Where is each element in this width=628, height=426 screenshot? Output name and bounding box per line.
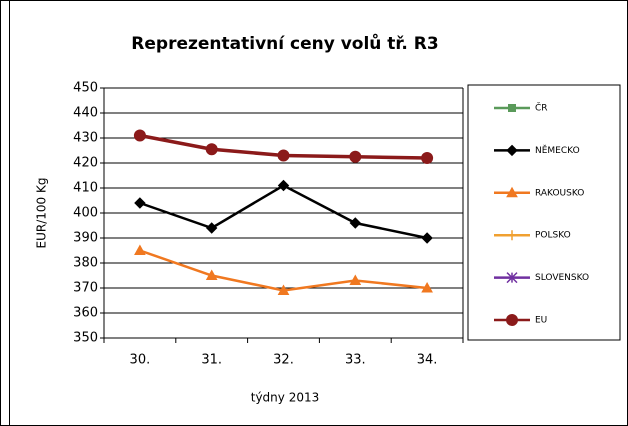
marker [421, 152, 434, 164]
marker [205, 269, 218, 280]
x-tick-label: 34. [417, 353, 438, 368]
y-axis-label: EUR/100 Kg [35, 178, 49, 249]
marker [277, 284, 290, 295]
marker [506, 314, 518, 326]
chart-title: Reprezentativní ceny volů tř. R3 [131, 32, 438, 54]
marker [506, 272, 518, 284]
marker [134, 244, 146, 255]
marker [134, 197, 146, 209]
x-tick-label: 31. [201, 353, 222, 368]
y-tick-label: 430 [73, 131, 98, 146]
marker [133, 129, 146, 142]
x-tick-label: 32. [273, 353, 294, 368]
legend-box [467, 84, 621, 341]
y-tick-label: 360 [73, 306, 98, 321]
x-axis-label: týdny 2013 [251, 391, 319, 405]
y-tick-label: 400 [73, 206, 98, 221]
marker [277, 179, 290, 192]
marker [277, 149, 290, 162]
legend-label: NĚMECKO [535, 144, 580, 156]
y-tick-label: 420 [73, 156, 98, 171]
marker [349, 150, 362, 163]
marker [205, 143, 218, 156]
legend-label: POLSKO [535, 231, 571, 241]
marker [349, 217, 362, 229]
legend-label: ČR [535, 102, 548, 114]
y-tick-label: 350 [73, 331, 98, 346]
y-tick-label: 380 [73, 256, 98, 271]
x-tick-label: 33. [345, 353, 366, 368]
marker [508, 104, 516, 112]
y-tick-label: 440 [73, 106, 98, 121]
y-tick-label: 390 [73, 231, 98, 246]
legend-label: RAKOUSKO [535, 188, 584, 198]
marker [421, 281, 433, 293]
marker [506, 186, 518, 198]
marker [205, 222, 218, 234]
marker [506, 144, 518, 157]
marker [349, 274, 362, 285]
y-tick-label: 370 [73, 281, 98, 296]
y-tick-label: 450 [73, 81, 98, 96]
y-tick-label: 410 [73, 181, 98, 196]
marker [421, 232, 433, 244]
legend-label: SLOVENSKO [535, 273, 589, 283]
marker [507, 230, 517, 241]
x-tick-label: 30. [130, 353, 151, 368]
legend-label: EU [535, 316, 547, 326]
